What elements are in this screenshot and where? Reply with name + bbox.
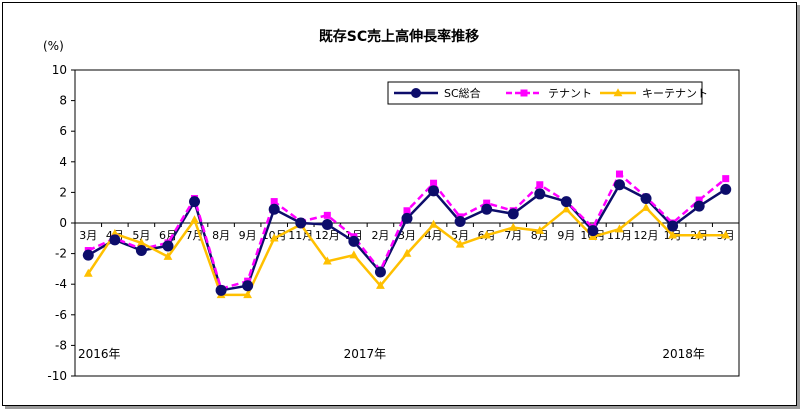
x-tick-label: 8月 — [212, 229, 230, 242]
data-point-2 — [561, 204, 571, 213]
data-point-0 — [268, 203, 280, 215]
data-point-0 — [693, 200, 705, 212]
data-point-2 — [721, 230, 731, 239]
data-point-0 — [135, 245, 147, 257]
data-point-2 — [641, 202, 651, 211]
data-point-0 — [401, 212, 413, 224]
plot-area: 1086420-2-4-6-8-103月4月5月6月7月8月9月10月11月12… — [47, 63, 740, 383]
data-point-0 — [215, 284, 227, 296]
data-point-0 — [189, 196, 201, 208]
y-tick-label: -2 — [55, 247, 67, 261]
legend-marker-1 — [520, 89, 528, 97]
x-tick-label: 9月 — [239, 229, 257, 242]
data-point-0 — [321, 219, 333, 231]
x-tick-label: 9月 — [557, 229, 575, 242]
x-tick-label: 8月 — [531, 229, 549, 242]
data-point-2 — [482, 230, 492, 239]
data-point-0 — [428, 185, 440, 197]
x-tick-label: 12月 — [634, 229, 659, 242]
data-point-2 — [694, 230, 704, 239]
data-point-1 — [323, 211, 331, 219]
y-axis-unit: (%) — [43, 39, 64, 53]
year-label: 2017年 — [344, 347, 387, 361]
data-point-1 — [536, 181, 544, 189]
data-point-0 — [481, 203, 493, 215]
data-point-1 — [615, 170, 623, 178]
data-point-0 — [454, 215, 466, 227]
data-point-2 — [402, 248, 412, 257]
data-point-0 — [109, 234, 121, 246]
legend-label-1: テナント — [548, 87, 592, 100]
data-point-2 — [429, 219, 438, 228]
data-point-0 — [587, 225, 599, 237]
legend-label-0: SC総合 — [444, 86, 481, 100]
data-point-0 — [507, 208, 519, 220]
x-tick-label: 2月 — [371, 229, 389, 242]
y-tick-label: 2 — [59, 185, 67, 199]
data-point-1 — [695, 196, 703, 204]
data-point-1 — [403, 207, 411, 215]
legend-box — [387, 81, 703, 105]
year-label: 2016年 — [78, 347, 121, 361]
data-point-0 — [82, 249, 94, 261]
x-tick-label: 12月 — [315, 229, 340, 242]
legend-marker-2 — [613, 88, 623, 97]
data-point-2 — [668, 230, 677, 239]
y-tick-label: 4 — [59, 155, 67, 169]
data-point-1 — [270, 198, 278, 206]
data-point-1 — [483, 199, 491, 207]
data-point-0 — [534, 188, 546, 200]
data-point-2 — [508, 222, 518, 231]
x-tick-label: 5月 — [132, 229, 150, 242]
x-tick-label: 7月 — [504, 229, 522, 242]
y-tick-label: 8 — [59, 94, 67, 108]
data-point-2 — [535, 225, 545, 234]
legend-label-2: キーテナント — [642, 87, 708, 100]
y-tick-label: -6 — [55, 308, 67, 322]
y-tick-label: 6 — [59, 124, 67, 138]
data-point-2 — [83, 268, 93, 277]
data-point-2 — [615, 224, 624, 233]
data-point-2 — [349, 250, 359, 259]
data-point-2 — [322, 256, 332, 265]
x-tick-label: 4月 — [425, 229, 443, 242]
data-point-0 — [374, 266, 386, 278]
data-point-0 — [560, 196, 572, 208]
y-tick-label: 0 — [59, 216, 67, 230]
data-point-0 — [640, 193, 652, 205]
data-point-1 — [430, 179, 438, 187]
line-chart: 既存SC売上高伸長率推移 (%) 10 8 6 4 2 0 -2 -4 -6 -8 -10 3月 4月 5… — [43, 28, 740, 383]
data-point-2 — [455, 239, 465, 248]
x-tick-label: 5月 — [451, 229, 469, 242]
x-tick-label: 3月 — [79, 229, 97, 242]
chart-title: 既存SC売上高伸長率推移 — [319, 28, 479, 45]
year-label: 2018年 — [662, 347, 705, 361]
y-tick-label: 10 — [52, 63, 67, 77]
data-point-0 — [162, 240, 174, 252]
data-point-0 — [295, 217, 307, 229]
data-point-0 — [667, 220, 679, 232]
data-point-2 — [269, 233, 279, 242]
data-point-2 — [190, 215, 199, 224]
data-point-2 — [243, 290, 253, 299]
data-point-1 — [722, 175, 730, 183]
data-point-2 — [137, 238, 146, 247]
y-tick-label: -8 — [55, 338, 67, 352]
y-tick-label: -10 — [47, 369, 67, 383]
legend: SC総合 テナント キーテナント — [387, 81, 708, 105]
x-tick-label: 11月 — [607, 229, 632, 242]
data-point-0 — [242, 280, 254, 292]
y-tick-label: -4 — [55, 277, 67, 291]
data-point-0 — [348, 235, 360, 247]
data-point-0 — [720, 183, 732, 195]
data-point-0 — [613, 179, 625, 191]
data-point-2 — [376, 280, 385, 289]
legend-marker-0 — [411, 88, 421, 98]
x-tick-label: 3月 — [398, 229, 416, 242]
data-point-2 — [163, 251, 173, 260]
